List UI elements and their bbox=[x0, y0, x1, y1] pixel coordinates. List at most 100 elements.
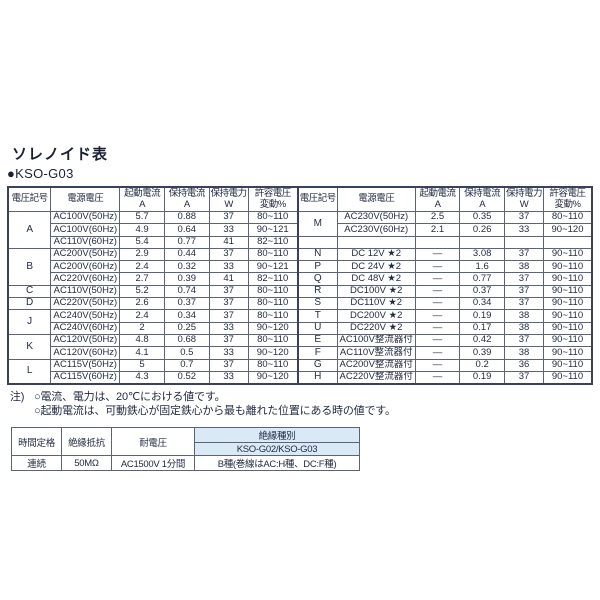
table-cell: 90~110 bbox=[543, 370, 593, 385]
table-cell: 82~110 bbox=[247, 272, 299, 286]
table-cell: AC220V(50Hz) bbox=[50, 297, 121, 311]
table-cell: 90~110 bbox=[543, 260, 593, 274]
note-lines: ○電流、電力は、20℃における値です。 ○起動電流は、可動鉄心が固定鉄心から最も… bbox=[34, 390, 593, 418]
table-cell: 80~110 bbox=[247, 210, 299, 225]
voltage-code-cell: D bbox=[7, 297, 52, 311]
table-cell: AC100V整流器付 bbox=[336, 333, 416, 348]
voltage-code-cell: T bbox=[297, 309, 338, 323]
column-header: 保持電力 W bbox=[503, 186, 545, 212]
table-cell: 33 bbox=[208, 260, 249, 274]
table-cell: 0.26 bbox=[459, 223, 505, 237]
table-cell: 90~120 bbox=[543, 223, 593, 237]
column-header: 電源電圧 bbox=[50, 186, 121, 212]
table-row: AC230V(60Hz) 2.1 0.26 33 90~120 bbox=[298, 223, 593, 237]
voltage-code-cell: R bbox=[297, 284, 338, 299]
table-cell: 2.4 bbox=[119, 309, 165, 323]
table-row: K AC120V(50Hz) 4.8 0.68 37 80~110 bbox=[7, 333, 299, 360]
table-cell: 0.2 bbox=[459, 358, 505, 372]
table-cell: 37 bbox=[503, 210, 545, 225]
table-cell: 37 bbox=[503, 272, 545, 286]
table-cell: 5.7 bbox=[119, 210, 165, 225]
table-cell: 4.1 bbox=[119, 346, 165, 360]
table-cell: AC200V(60Hz) bbox=[50, 260, 121, 274]
table-cell: AC110V整流器付 bbox=[336, 346, 416, 360]
bullet-icon: ● bbox=[7, 166, 16, 181]
voltage-code-cell bbox=[297, 235, 338, 249]
table-cell: 36 bbox=[503, 358, 545, 372]
table-cell: 37 bbox=[208, 247, 249, 262]
page-title: ソレノイド表 bbox=[12, 146, 109, 163]
voltage-code-cell: L bbox=[7, 358, 52, 385]
table-cell: 80~110 bbox=[247, 247, 299, 262]
table-cell: 90~120 bbox=[247, 346, 299, 360]
table-cell: 41 bbox=[208, 235, 249, 249]
table-cell: 0.77 bbox=[163, 235, 210, 249]
table-cell: 4.8 bbox=[119, 333, 165, 348]
table-cell: 0.39 bbox=[163, 272, 210, 286]
table-cell: 0.34 bbox=[163, 309, 210, 323]
table-cell: 2.5 bbox=[414, 210, 461, 225]
table-cell: 4.9 bbox=[119, 223, 165, 237]
table-cell: 0.19 bbox=[459, 309, 505, 323]
table-row: P DC 24V ★2—1.6 38 90~110 bbox=[297, 260, 593, 274]
table-cell: 37 bbox=[208, 309, 249, 323]
table-cell: 90~120 bbox=[247, 321, 299, 335]
table-row: G AC200V整流器付 —0.2 36 90~110 bbox=[297, 358, 593, 372]
table-row: T DC200V ★2—0.19 38 90~110 bbox=[297, 309, 593, 323]
header-row: 電圧記号 電源電圧 起動電流 A 保持電流 A 保持電力 W 許容電圧 変動% bbox=[297, 186, 593, 212]
voltage-code-cell: A bbox=[7, 211, 52, 249]
table-cell: 0.32 bbox=[163, 260, 210, 274]
table-cell: 33 bbox=[503, 223, 545, 237]
column-header: 保持電流 A bbox=[163, 186, 210, 212]
table-cell: 0.52 bbox=[163, 370, 210, 385]
table-cell: 37 bbox=[503, 284, 545, 299]
column-header: 電源電圧 bbox=[336, 186, 416, 212]
table-cell: 37 bbox=[208, 333, 249, 348]
table-cell: 37 bbox=[208, 297, 249, 311]
table-cell: 0.19 bbox=[459, 370, 505, 385]
table-cell: 80~110 bbox=[247, 333, 299, 348]
table-row: U DC220V ★2—0.17 38 90~110 bbox=[297, 321, 593, 335]
voltage-code-cell: S bbox=[297, 297, 338, 311]
table-cell bbox=[543, 235, 593, 249]
table-cell: 0.39 bbox=[459, 346, 505, 360]
table-cell: 33 bbox=[208, 321, 249, 335]
table-cell bbox=[503, 235, 545, 249]
table-row: B AC200V(50Hz) 2.9 0.44 37 80~110 bbox=[7, 247, 299, 286]
spec-col-time-rating: 時間定格 bbox=[11, 427, 62, 457]
table-cell: 0.5 bbox=[163, 346, 210, 360]
table-cell: 2.1 bbox=[414, 223, 461, 237]
table-cell: 38 bbox=[503, 321, 545, 335]
voltage-code-cell: H bbox=[297, 370, 338, 385]
table-cell: 90~110 bbox=[543, 309, 593, 323]
table-cell: 38 bbox=[503, 346, 545, 360]
table-cell: 33 bbox=[208, 346, 249, 360]
table-cell: 2 bbox=[119, 321, 165, 335]
table-cell: 37 bbox=[503, 297, 545, 311]
table-cell: 5.2 bbox=[119, 284, 165, 299]
table-cell: 0.25 bbox=[163, 321, 210, 335]
table-cell: — bbox=[414, 297, 461, 311]
voltage-code-cell: F bbox=[297, 346, 338, 360]
table-row: H AC220V整流器付 —0.19 37 90~110 bbox=[297, 370, 593, 385]
table-row: AC100V(60Hz) 4.9 0.64 33 90~121 bbox=[8, 223, 299, 237]
table-cell: 4.3 bbox=[119, 370, 165, 385]
table-cell: — bbox=[414, 333, 461, 348]
table-cell: — bbox=[414, 247, 461, 262]
table-cell: 5 bbox=[119, 358, 165, 372]
spec-header-row: 時間定格 絶縁抵抗 耐電圧 絶縁種別 bbox=[11, 427, 360, 457]
table-cell: 0.74 bbox=[163, 284, 210, 299]
voltage-code-cell: N bbox=[297, 247, 338, 262]
table-cell: AC110V(60Hz) bbox=[50, 235, 121, 249]
table-row: AC115V(60Hz) 4.3 0.52 33 90~120 bbox=[8, 370, 299, 385]
table-cell: 90~121 bbox=[247, 260, 299, 274]
solenoid-table-left: 電圧記号 電源電圧 起動電流 A 保持電流 A 保持電力 W 許容電圧 変動% A AC100V(5… bbox=[7, 186, 299, 386]
table-cell: AC100V(50Hz) bbox=[50, 210, 121, 225]
table-row: J AC240V(50Hz) 2.4 0.34 37 80~110 bbox=[7, 309, 299, 335]
table-cell: — bbox=[414, 346, 461, 360]
table-cell: 2.4 bbox=[119, 260, 165, 274]
column-header: 保持電力 W bbox=[208, 186, 249, 212]
table-cell: 82~110 bbox=[247, 235, 299, 249]
table-row: C AC110V(50Hz) 5.2 0.74 37 80~110 bbox=[7, 284, 299, 299]
header-row: 電圧記号 電源電圧 起動電流 A 保持電流 A 保持電力 W 許容電圧 変動% bbox=[7, 186, 299, 212]
